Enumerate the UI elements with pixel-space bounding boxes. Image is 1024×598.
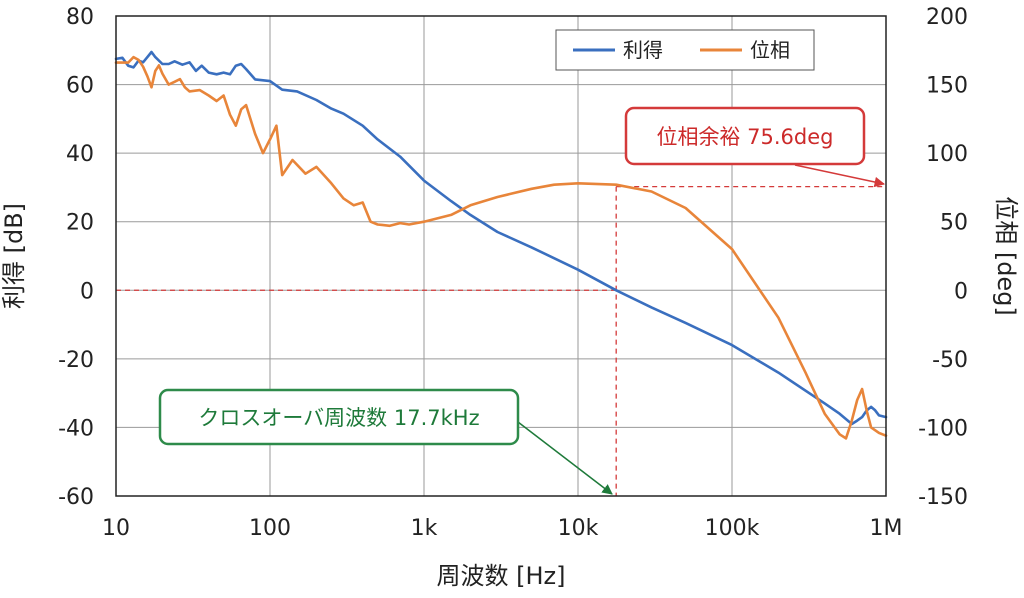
phase-margin-callout: 位相余裕 75.6deg: [624, 106, 886, 188]
series-lines: [114, 50, 888, 440]
phase-series-line: [114, 55, 888, 440]
x-tick-label: 100: [249, 516, 291, 541]
legend: 利得 位相: [555, 29, 815, 71]
y-tick-label-left: -60: [58, 485, 94, 510]
y-tick-label-right: 200: [926, 5, 968, 30]
legend-label-gain: 利得: [623, 38, 663, 62]
y-tick-label-left: 40: [66, 142, 94, 167]
crossover-arrow: [517, 421, 613, 495]
plot-frame: [115, 15, 887, 497]
y-tick-label-right: 0: [954, 279, 968, 304]
crossover-callout: クロスオーバ周波数 17.7kHz: [158, 388, 613, 495]
tick-labels: 10 100 1k 10k 100k 1M806040200-20-40-60200150…: [58, 5, 968, 541]
crossover-label: クロスオーバ周波数 17.7kHz: [198, 406, 479, 430]
y-tick-label-right: 150: [926, 74, 968, 99]
x-tick-label: 1k: [411, 516, 438, 541]
y-tick-label-left: -40: [58, 416, 94, 441]
y-axis-label-left: 利得 [dB]: [0, 203, 28, 309]
phase-margin-box: [624, 106, 866, 166]
y-tick-label-right: -100: [918, 416, 968, 441]
annotation-guides: [116, 185, 886, 496]
y-tick-label-left: -20: [58, 348, 94, 373]
phase-margin-label: 位相余裕 75.6deg: [656, 125, 833, 149]
y-tick-label-left: 80: [66, 5, 94, 30]
y-tick-label-left: 20: [66, 211, 94, 236]
y-axis-label-right: 位相 [deg]: [992, 196, 1020, 316]
y-tick-label-right: 50: [940, 211, 968, 236]
gain-series-line: [114, 50, 888, 426]
y-tick-label-right: -50: [932, 348, 968, 373]
y-tick-label-left: 0: [80, 279, 94, 304]
x-tick-label: 10k: [558, 516, 599, 541]
crossover-box: [158, 388, 520, 446]
x-axis-label: 周波数 [Hz]: [437, 562, 566, 590]
y-tick-label-left: 60: [66, 74, 94, 99]
phase-margin-arrow: [794, 164, 886, 188]
x-tick-label: 10: [102, 516, 130, 541]
y-tick-label-right: 100: [926, 142, 968, 167]
x-tick-label: 1M: [870, 516, 903, 541]
y-tick-label-right: -150: [918, 485, 968, 510]
x-tick-label: 100k: [705, 516, 760, 541]
legend-label-phase: 位相: [750, 38, 790, 62]
